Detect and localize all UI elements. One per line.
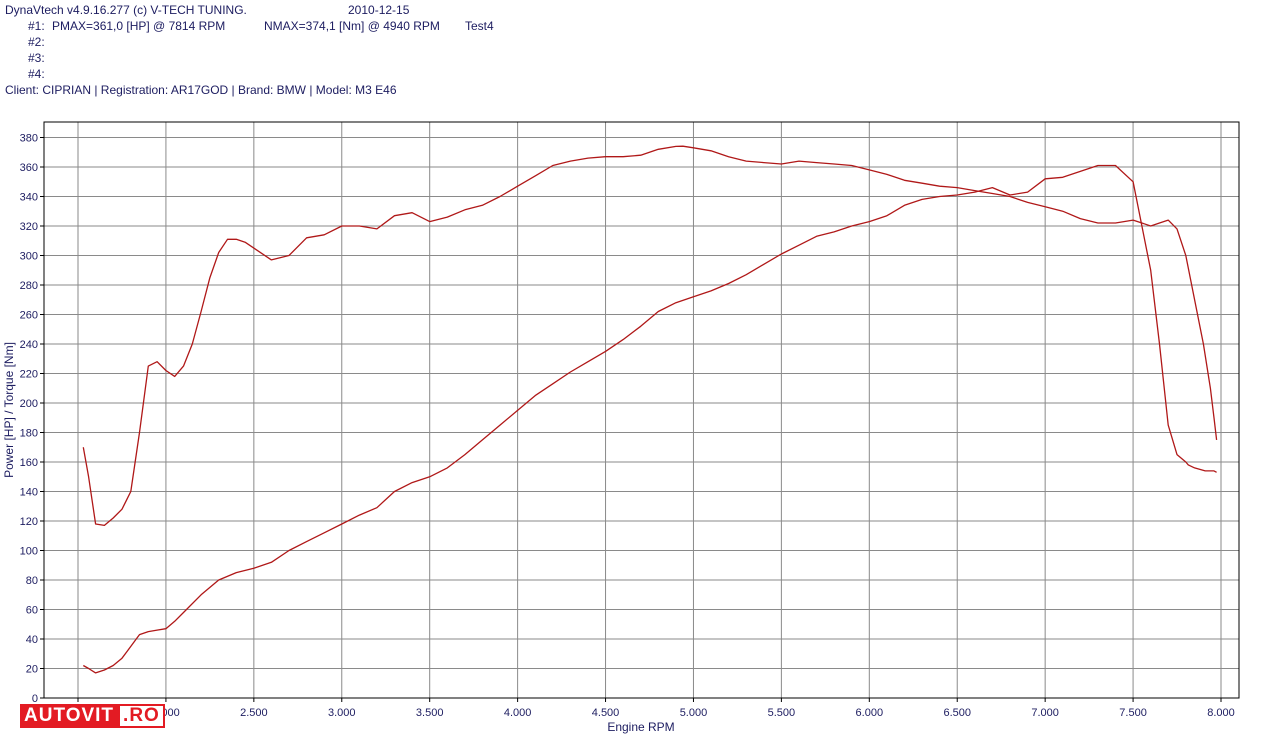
series bbox=[82, 145, 1218, 674]
y-tick-label: 120 bbox=[20, 516, 38, 528]
x-tick-label: 7.000 bbox=[1031, 707, 1059, 719]
x-tick-label: 5.500 bbox=[768, 707, 796, 719]
x-axis-label: Engine RPM bbox=[607, 720, 674, 734]
autovit-watermark: AUTOVIT .RO bbox=[20, 704, 165, 728]
y-axis-label: Power [HP] / Torque [Nm] bbox=[2, 342, 16, 478]
x-tick-label: 5.000 bbox=[680, 707, 708, 719]
run3-label: #3: bbox=[28, 51, 45, 65]
plot-frame bbox=[43, 121, 1240, 699]
y-tick-label: 280 bbox=[20, 280, 38, 292]
y-tick-label: 100 bbox=[20, 546, 38, 558]
y-tick-label: 340 bbox=[20, 192, 38, 204]
x-tick-label: 7.500 bbox=[1119, 707, 1147, 719]
y-tick-label: 260 bbox=[20, 310, 38, 322]
y-tick-label: 320 bbox=[20, 221, 38, 233]
run-date: 2010-12-15 bbox=[348, 3, 410, 17]
run4-label: #4: bbox=[28, 67, 45, 81]
y-tick-label: 80 bbox=[26, 575, 38, 587]
grid bbox=[44, 122, 1239, 698]
client-info: Client: CIPRIAN | Registration: AR17GOD … bbox=[5, 83, 397, 97]
x-axis: 1.5002.0002.5003.0003.5004.0004.5005.000… bbox=[64, 698, 1235, 719]
y-tick-label: 220 bbox=[20, 369, 38, 381]
y-tick-label: 360 bbox=[20, 162, 38, 174]
run2-label: #2: bbox=[28, 35, 45, 49]
run1-name: Test4 bbox=[465, 19, 494, 33]
y-tick-label: 140 bbox=[20, 487, 38, 499]
run1-pmax: PMAX=361,0 [HP] @ 7814 RPM bbox=[52, 19, 226, 33]
y-tick-label: 240 bbox=[20, 339, 38, 351]
x-tick-label: 3.500 bbox=[416, 707, 444, 719]
app-title: DynaVtech v4.9.16.277 (c) V-TECH TUNING. bbox=[5, 3, 247, 17]
y-tick-label: 0 bbox=[32, 693, 38, 705]
y-tick-label: 200 bbox=[20, 398, 38, 410]
y-axis: 0 20 40 60 80 100 120 140 160 180 200 220 240 260 280 3… bbox=[20, 133, 44, 705]
x-tick-label: 8.000 bbox=[1207, 707, 1235, 719]
x-tick-label: 2.500 bbox=[240, 707, 268, 719]
run1-label: #1: bbox=[28, 19, 45, 33]
torque-curve bbox=[82, 145, 1218, 527]
y-tick-label: 160 bbox=[20, 457, 38, 469]
y-tick-label: 300 bbox=[20, 251, 38, 263]
y-tick-label: 180 bbox=[20, 428, 38, 440]
x-tick-label: 4.000 bbox=[504, 707, 532, 719]
x-tick-label: 4.500 bbox=[592, 707, 620, 719]
y-tick-label: 60 bbox=[26, 605, 38, 617]
x-tick-label: 6.000 bbox=[856, 707, 884, 719]
x-tick-label: 3.000 bbox=[328, 707, 356, 719]
power-curve bbox=[82, 164, 1217, 674]
watermark-part2: .RO bbox=[118, 704, 165, 728]
run1-nmax: NMAX=374,1 [Nm] @ 4940 RPM bbox=[264, 19, 440, 33]
y-tick-label: 20 bbox=[26, 664, 38, 676]
y-tick-label: 380 bbox=[20, 133, 38, 145]
watermark-part1: AUTOVIT bbox=[20, 704, 119, 728]
x-tick-label: 6.500 bbox=[943, 707, 971, 719]
y-tick-label: 40 bbox=[26, 634, 38, 646]
